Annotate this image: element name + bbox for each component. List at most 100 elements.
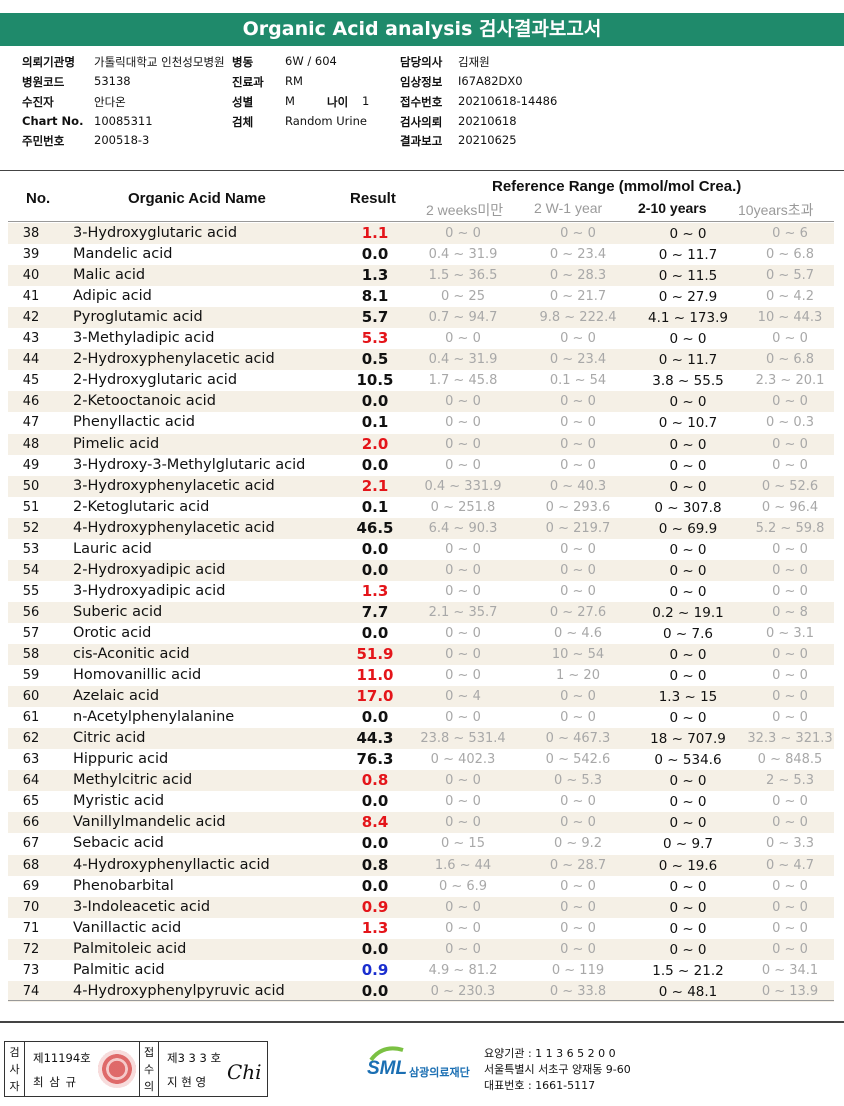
table-row: 67 Sebacic acid 0.0 0 ~ 15 0 ~ 9.2 0 ~ 9.7 0 ~… bbox=[8, 833, 834, 854]
signature: Chi bbox=[227, 1060, 262, 1084]
table-row: 66 Vanillylmandelic acid 8.4 0 ~ 0 0 ~ 0 0 ~ … bbox=[8, 812, 834, 834]
ref-range-2weeks: 0.7 ~ 94.7 bbox=[428, 310, 498, 326]
info-label: 주민번호 bbox=[22, 134, 65, 148]
row-number: 61 bbox=[22, 710, 40, 726]
ref-range-2-10y: 1.3 ~ 15 bbox=[658, 689, 718, 706]
table-row: 63 Hippuric acid 76.3 0 ~ 402.3 0 ~ 542.6 0 ~… bbox=[8, 749, 834, 770]
ref-range-2-10y: 0 ~ 0 bbox=[669, 710, 707, 727]
result-value: 8.4 bbox=[361, 813, 389, 832]
ref-range-10y-plus: 0 ~ 52.6 bbox=[761, 478, 819, 494]
ref-range-2weeks: 0 ~ 251.8 bbox=[430, 499, 496, 515]
info-row: 수진자 안다온 성별 M 나이 1 접수번호 20210618-14486 bbox=[22, 94, 822, 112]
table-row: 55 3-Hydroxyadipic acid 1.3 0 ~ 0 0 ~ 0 0 ~ 0… bbox=[8, 581, 834, 602]
ref-range-2weeks: 1.5 ~ 36.5 bbox=[428, 268, 498, 284]
acid-name: Vanillactic acid bbox=[73, 919, 182, 936]
result-value: 0.8 bbox=[361, 771, 389, 790]
result-value: 1.3 bbox=[361, 581, 389, 600]
ref-range-2weeks: 0 ~ 0 bbox=[445, 668, 481, 684]
ref-range-2-10y: 0 ~ 69.9 bbox=[658, 520, 718, 537]
ref-range-2w-1y: 0 ~ 542.6 bbox=[545, 752, 611, 768]
info-value: RM bbox=[285, 74, 303, 88]
ref-range-10y-plus: 0 ~ 8 bbox=[772, 604, 808, 620]
acid-name: 4-Hydroxyphenyllactic acid bbox=[73, 856, 270, 873]
result-value: 0.0 bbox=[361, 939, 389, 958]
row-number: 48 bbox=[22, 436, 40, 452]
row-number: 74 bbox=[22, 983, 40, 999]
table-row: 52 4-Hydroxyphenylacetic acid 46.5 6.4 ~ 90… bbox=[8, 517, 834, 539]
ref-range-2w-1y: 0 ~ 293.6 bbox=[545, 499, 611, 515]
ref-range-2w-1y: 0 ~ 0 bbox=[560, 331, 596, 347]
ref-range-2-10y: 18 ~ 707.9 bbox=[650, 731, 726, 748]
ref-range-2w-1y: 0 ~ 0 bbox=[560, 562, 596, 578]
result-value: 0.0 bbox=[361, 792, 389, 811]
info-label: 의뢰기관명 bbox=[22, 55, 75, 69]
row-number: 43 bbox=[22, 331, 40, 347]
age-label: 나이 bbox=[327, 95, 349, 109]
ref-range-2w-1y: 0 ~ 5.3 bbox=[553, 773, 603, 789]
table-row: 74 4-Hydroxyphenylpyruvic acid 0.0 0 ~ 230.… bbox=[8, 980, 834, 1002]
table-row: 69 Phenobarbital 0.0 0 ~ 6.9 0 ~ 0 0 ~ 0 0 ~ 0 bbox=[8, 876, 834, 897]
row-number: 58 bbox=[22, 647, 40, 662]
ref-range-2weeks: 0 ~ 6.9 bbox=[438, 878, 488, 894]
table-row: 50 3-Hydroxyphenylacetic acid 2.1 0.4 ~ 331… bbox=[8, 475, 834, 497]
acid-name: n-Acetylphenylalanine bbox=[73, 709, 235, 726]
institution-code: 요양기관 : 1 1 3 6 5 2 0 0 bbox=[484, 1047, 616, 1060]
ref-range-2w-1y: 0 ~ 33.8 bbox=[549, 983, 607, 999]
ref-range-2w-1y: 0 ~ 0 bbox=[560, 689, 596, 705]
ref-range-2w-1y: 0 ~ 0 bbox=[560, 583, 596, 599]
result-value: 0.0 bbox=[361, 245, 389, 264]
patient-info: 의뢰기관명 가톨릭대학교 인천성모병원 병동 6W / 604 담당의사 김재원… bbox=[22, 54, 822, 154]
ref-col-header: 2-10 years bbox=[638, 200, 707, 216]
row-number: 59 bbox=[22, 668, 40, 684]
approver-license: 제3 3 3 호 bbox=[167, 1051, 222, 1065]
info-value: 안다온 bbox=[94, 95, 126, 109]
ref-range-10y-plus: 0 ~ 0 bbox=[772, 394, 808, 410]
result-value: 1.3 bbox=[361, 266, 389, 285]
seal-stamp-icon bbox=[98, 1050, 136, 1088]
row-number: 65 bbox=[22, 794, 40, 810]
info-row: 의뢰기관명 가톨릭대학교 인천성모병원 병동 6W / 604 담당의사 김재원 bbox=[22, 54, 822, 72]
table-row: 41 Adipic acid 8.1 0 ~ 25 0 ~ 21.7 0 ~ 27.9 0 … bbox=[8, 286, 834, 307]
result-value: 1.3 bbox=[361, 918, 389, 937]
table-row: 44 2-Hydroxyphenylacetic acid 0.5 0.4 ~ 31.… bbox=[8, 349, 834, 371]
ref-range-2-10y: 0 ~ 0 bbox=[669, 647, 707, 663]
row-number: 63 bbox=[22, 752, 40, 768]
table-row: 45 2-Hydroxyglutaric acid 10.5 1.7 ~ 45.8 0.… bbox=[8, 370, 834, 391]
table-row: 60 Azelaic acid 17.0 0 ~ 4 0 ~ 0 1.3 ~ 15 0 ~ … bbox=[8, 686, 834, 708]
row-number: 71 bbox=[22, 920, 40, 936]
approver-label: 접수의 bbox=[139, 1042, 159, 1096]
ref-range-10y-plus: 32.3 ~ 321.3 bbox=[747, 731, 833, 747]
result-value: 5.7 bbox=[361, 308, 389, 327]
info-label: 결과보고 bbox=[400, 134, 443, 148]
ref-range-2weeks: 0.4 ~ 31.9 bbox=[428, 247, 498, 263]
info-label: 임상정보 bbox=[400, 75, 443, 89]
acid-name: Vanillylmandelic acid bbox=[73, 814, 226, 831]
ref-range-2-10y: 3.8 ~ 55.5 bbox=[652, 373, 724, 390]
row-number: 67 bbox=[22, 836, 40, 852]
ref-range-2-10y: 0 ~ 11.7 bbox=[658, 352, 718, 369]
acid-name: Suberic acid bbox=[73, 603, 163, 620]
info-label: 병원코드 bbox=[22, 75, 65, 89]
acid-name: 2-Ketoglutaric acid bbox=[73, 498, 210, 515]
ref-range-2w-1y: 0 ~ 0 bbox=[560, 541, 596, 557]
table-row: 56 Suberic acid 7.7 2.1 ~ 35.7 0 ~ 27.6 0.2 ~… bbox=[8, 601, 834, 623]
ref-range-2w-1y: 0 ~ 0 bbox=[560, 710, 596, 726]
ref-range-2w-1y: 0 ~ 219.7 bbox=[545, 520, 611, 536]
result-value: 17.0 bbox=[356, 687, 394, 706]
result-value: 0.1 bbox=[361, 413, 389, 432]
table-row: 49 3-Hydroxy-3-Methylglutaric acid 0.0 0 ~ … bbox=[8, 455, 834, 476]
acid-name: 3-Hydroxy-3-Methylglutaric acid bbox=[73, 456, 306, 473]
table-row: 64 Methylcitric acid 0.8 0 ~ 0 0 ~ 5.3 0 ~ 0 2… bbox=[8, 770, 834, 792]
table-row: 46 2-Ketooctanoic acid 0.0 0 ~ 0 0 ~ 0 0 ~ 0 0… bbox=[8, 391, 834, 413]
row-number: 39 bbox=[22, 247, 40, 263]
info-label: 병동 bbox=[232, 55, 254, 69]
ref-range-2weeks: 0 ~ 0 bbox=[445, 625, 481, 641]
ref-range-2weeks: 0 ~ 0 bbox=[445, 562, 481, 578]
table-row: 58 cis-Aconitic acid 51.9 0 ~ 0 10 ~ 54 0 ~ 0… bbox=[8, 644, 834, 665]
ref-range-2-10y: 0 ~ 0 bbox=[669, 815, 707, 832]
info-label: 담당의사 bbox=[400, 55, 443, 69]
ref-range-2w-1y: 0 ~ 119 bbox=[551, 962, 605, 978]
ref-range-2w-1y: 9.8 ~ 222.4 bbox=[539, 310, 617, 326]
ref-range-2weeks: 0 ~ 0 bbox=[445, 436, 481, 452]
ref-range-2-10y: 0 ~ 0 bbox=[669, 668, 707, 685]
